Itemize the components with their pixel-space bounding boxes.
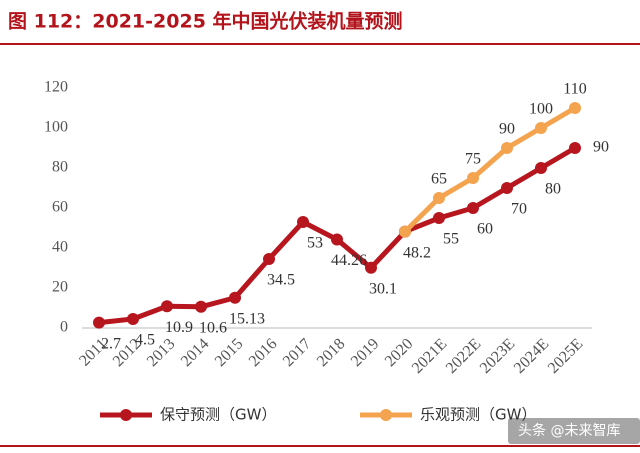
- x-tick-label: 2021E: [409, 335, 451, 377]
- point: [365, 261, 377, 274]
- legend-label: 保守预测（GW）: [160, 406, 276, 424]
- legend-marker: [380, 409, 392, 421]
- x-tick-label: 2022E: [443, 335, 485, 377]
- data-label: 10.6: [199, 319, 227, 336]
- data-label: 30.1: [369, 280, 397, 297]
- point: [263, 253, 275, 265]
- data-label: 70: [511, 201, 527, 218]
- data-label: 4.5: [135, 332, 155, 349]
- watermark-bg: [508, 418, 640, 444]
- data-label: 34.5: [267, 272, 295, 289]
- legend-label: 乐观预测（GW）: [420, 406, 536, 424]
- legend-marker: [120, 409, 132, 421]
- point: [535, 162, 547, 174]
- data-label: 44.26: [331, 252, 367, 269]
- data-label: 100: [529, 101, 553, 118]
- point: [161, 300, 173, 313]
- point: [569, 102, 581, 114]
- x-tick-label: 2023E: [477, 335, 519, 377]
- point: [535, 122, 547, 134]
- x-tick-label: 2015: [212, 335, 247, 370]
- point: [297, 216, 309, 228]
- point: [399, 225, 411, 238]
- data-label: 15.13: [229, 310, 265, 327]
- x-tick-label: 2017: [280, 335, 315, 370]
- point: [467, 172, 479, 184]
- data-label: 65: [431, 171, 447, 188]
- point: [331, 233, 343, 246]
- x-tick-label: 2018: [314, 335, 349, 370]
- watermark: 头条 @未来智库: [518, 422, 620, 439]
- point: [127, 313, 139, 325]
- y-tick-label: 20: [52, 279, 68, 296]
- data-label: 90: [499, 121, 515, 138]
- data-label: 53: [307, 235, 323, 252]
- x-tick-label: 2019: [348, 335, 383, 370]
- data-label: 90: [593, 139, 609, 156]
- point: [501, 142, 513, 154]
- x-tick-label: 2016: [246, 335, 281, 370]
- data-label: 80: [545, 181, 561, 198]
- data-label: 75: [465, 151, 481, 168]
- y-tick-label: 80: [52, 159, 68, 176]
- x-tick-label: 2024E: [511, 335, 553, 377]
- point: [229, 291, 241, 304]
- y-tick-label: 60: [52, 199, 68, 216]
- data-label: 110: [563, 81, 586, 98]
- point: [433, 192, 445, 204]
- point: [467, 202, 479, 214]
- x-tick-label: 2025E: [545, 335, 587, 377]
- series-line: [403, 105, 577, 234]
- data-label: 48.2: [403, 244, 431, 261]
- point: [433, 212, 445, 224]
- y-tick-label: 40: [52, 239, 68, 256]
- point: [195, 300, 207, 313]
- data-label: 60: [477, 221, 493, 238]
- point: [501, 182, 513, 194]
- point: [569, 142, 581, 154]
- data-label: 10.9: [165, 319, 193, 336]
- y-tick-label: 100: [44, 119, 68, 136]
- data-label: 2.7: [101, 335, 121, 352]
- chart-title: 图 112：2021-2025 年中国光伏装机量预测: [8, 10, 403, 33]
- data-label: 55: [443, 231, 459, 248]
- point: [93, 316, 105, 329]
- y-tick-label: 120: [44, 79, 68, 96]
- x-tick-label: 2014: [178, 335, 213, 370]
- y-tick-label: 0: [60, 319, 68, 336]
